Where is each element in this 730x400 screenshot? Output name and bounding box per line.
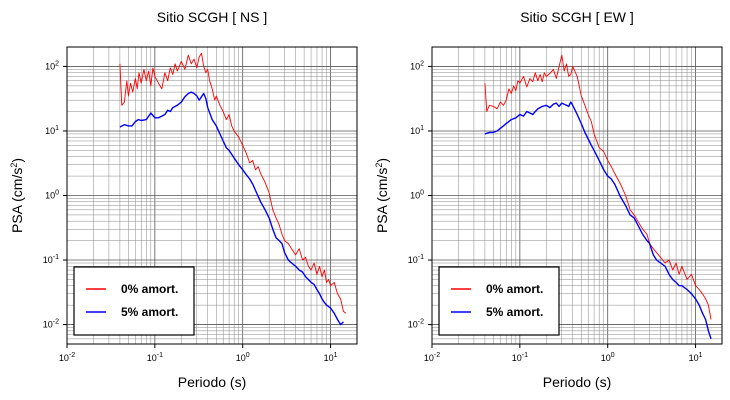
- x-axis-label: Periodo (s): [178, 374, 246, 390]
- series-line-0pct: [119, 52, 347, 314]
- y-tick-label: 10-1: [408, 254, 424, 265]
- legend: 0% amort. 5% amort.: [73, 266, 195, 336]
- x-tick-label: 10-1: [147, 352, 163, 363]
- x-tick-label: 10-2: [59, 352, 75, 363]
- y-tick-label: 102: [45, 60, 59, 71]
- chart-ns: Sitio SCGH [ NS ] 10-2 10-1 100 101 10-2 10-1…: [9, 9, 358, 390]
- chart-title: Sitio SCGH [ EW ]: [520, 9, 634, 25]
- x-tick-label: 100: [236, 352, 250, 363]
- series-line-5pct: [484, 101, 712, 340]
- y-tick-label: 10-2: [408, 319, 424, 330]
- x-tick-label: 10-1: [512, 352, 528, 363]
- x-tick-label: 100: [601, 352, 615, 363]
- legend-box: [438, 266, 560, 336]
- y-tick-label: 10-2: [43, 319, 59, 330]
- x-axis-label: Periodo (s): [543, 374, 611, 390]
- y-tick-label: 102: [410, 60, 424, 71]
- x-tick-label: 101: [689, 352, 703, 363]
- axis-ticks: 10-2 10-1 100 101 10-2 10-1 100 101 102: [43, 60, 338, 363]
- axis-ticks: 10-2 10-1 100 101 10-2 10-1 100 101 102: [408, 60, 703, 363]
- series-line-0pct: [484, 54, 712, 320]
- series-layer: [119, 52, 347, 326]
- legend: 0% amort. 5% amort.: [438, 266, 560, 336]
- series-layer: [484, 54, 712, 340]
- legend-label-0pct: 0% amort.: [486, 282, 543, 296]
- y-tick-label: 10-1: [43, 254, 59, 265]
- y-tick-label: 101: [410, 125, 424, 136]
- x-tick-label: 10-2: [424, 352, 440, 363]
- series-line-5pct: [119, 91, 344, 326]
- legend-label-5pct: 5% amort.: [121, 305, 178, 319]
- legend-label-5pct: 5% amort.: [486, 305, 543, 319]
- y-tick-label: 100: [45, 190, 59, 201]
- chart-ew: Sitio SCGH [ EW ] 10-2 10-1 100 101 10-2 10-1…: [374, 9, 723, 390]
- legend-label-0pct: 0% amort.: [121, 282, 178, 296]
- chart-title: Sitio SCGH [ NS ]: [157, 9, 267, 25]
- y-axis-label: PSA (cm/s2): [9, 158, 25, 233]
- y-axis-label: PSA (cm/s2): [374, 158, 390, 233]
- x-tick-label: 101: [324, 352, 338, 363]
- legend-box: [73, 266, 195, 336]
- y-tick-label: 100: [410, 190, 424, 201]
- y-tick-label: 101: [45, 125, 59, 136]
